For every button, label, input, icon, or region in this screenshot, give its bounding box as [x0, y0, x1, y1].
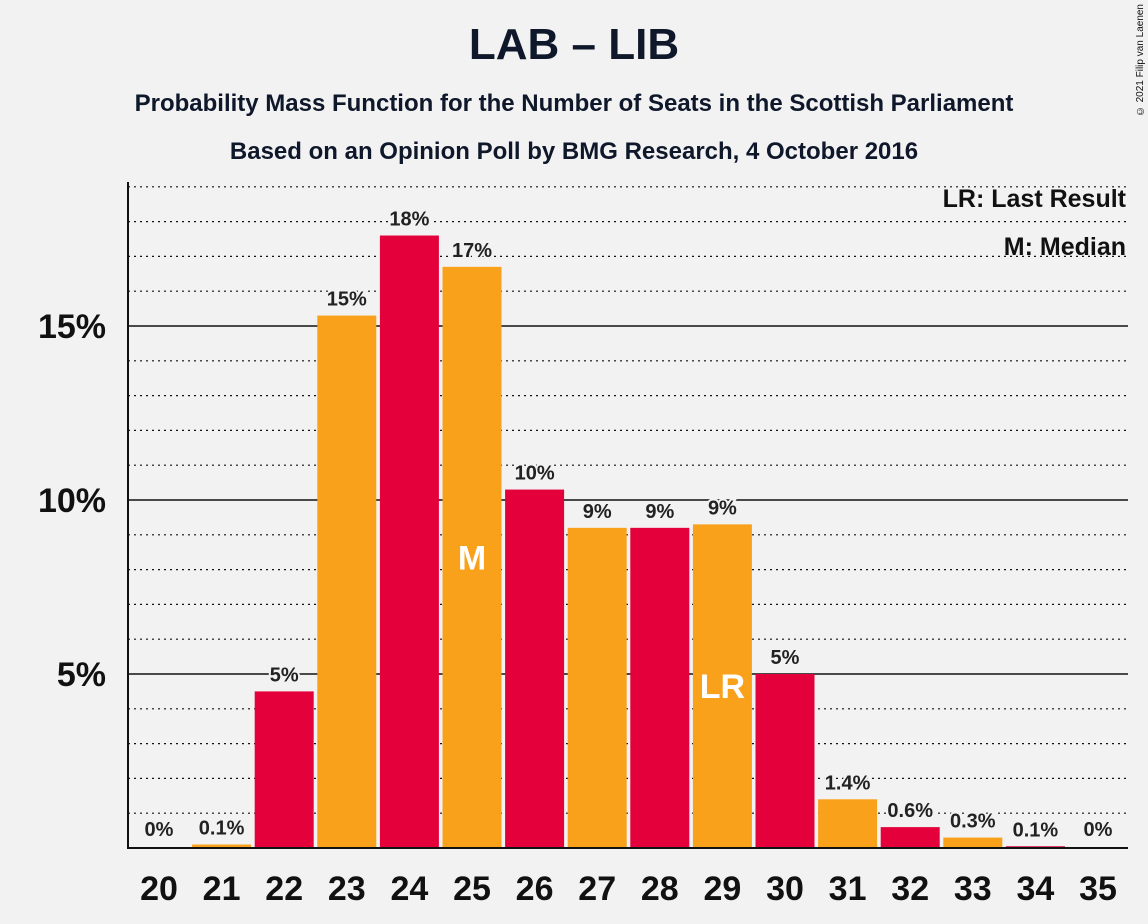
x-tick-label: 23 [328, 870, 366, 908]
x-tick-label: 22 [265, 870, 303, 908]
x-tick-label: 32 [891, 870, 929, 908]
y-tick-label: 10% [38, 482, 106, 520]
x-tick-label: 33 [954, 870, 992, 908]
x-tick-label: 30 [766, 870, 804, 908]
bar-value-label: 10% [515, 463, 555, 485]
bar-value-label: 0.1% [1013, 819, 1059, 841]
chart-subtitle-source: Based on an Opinion Poll by BMG Research… [229, 138, 919, 165]
legend-last-result: LR: Last Result [942, 185, 1126, 213]
chart-subtitle: Probability Mass Function for the Number… [134, 90, 1014, 117]
bar-value-label: 5% [771, 647, 800, 669]
bar [943, 837, 1003, 848]
bar [818, 799, 878, 848]
bar [442, 266, 502, 849]
median-marker: M [458, 539, 486, 577]
bar-value-label: 18% [389, 209, 429, 231]
bar-value-label: 15% [327, 289, 367, 311]
bar-value-label: 1.4% [825, 772, 871, 794]
bar-value-label: 5% [270, 664, 299, 686]
bar [567, 527, 627, 848]
bar [880, 827, 940, 848]
bar [192, 844, 252, 848]
legend-median: M: Median [1003, 233, 1126, 261]
x-tick-label: 29 [703, 870, 741, 908]
x-tick-label: 26 [516, 870, 554, 908]
bar-value-label: 9% [708, 497, 737, 519]
bar-value-label: 9% [583, 501, 612, 523]
bar-value-label: 0% [1084, 819, 1113, 841]
x-tick-label: 24 [390, 870, 428, 908]
y-tick-label: 5% [57, 656, 106, 694]
last-result-marker: LR [700, 668, 745, 706]
bar [317, 315, 377, 848]
bar-value-label: 0.3% [950, 811, 996, 833]
y-tick-label: 15% [38, 308, 106, 346]
bar-value-label: 0% [145, 819, 174, 841]
chart-title: LAB – LIB [468, 20, 680, 69]
x-tick-label: 34 [1016, 870, 1054, 908]
x-tick-label: 21 [203, 870, 241, 908]
bar-value-label: 0.6% [887, 800, 933, 822]
bar [755, 674, 815, 848]
bar [630, 527, 690, 848]
bar-value-label: 9% [645, 501, 674, 523]
bar [505, 489, 565, 848]
x-tick-label: 20 [140, 870, 178, 908]
x-tick-label: 35 [1079, 870, 1117, 908]
bar [379, 235, 439, 848]
x-tick-label: 27 [578, 870, 616, 908]
bar [254, 691, 314, 848]
bar-value-label: 0.1% [199, 818, 245, 840]
x-tick-label: 31 [829, 870, 867, 908]
x-tick-label: 28 [641, 870, 679, 908]
bar [692, 524, 752, 848]
x-tick-label: 25 [453, 870, 491, 908]
bar-value-label: 17% [452, 240, 492, 262]
